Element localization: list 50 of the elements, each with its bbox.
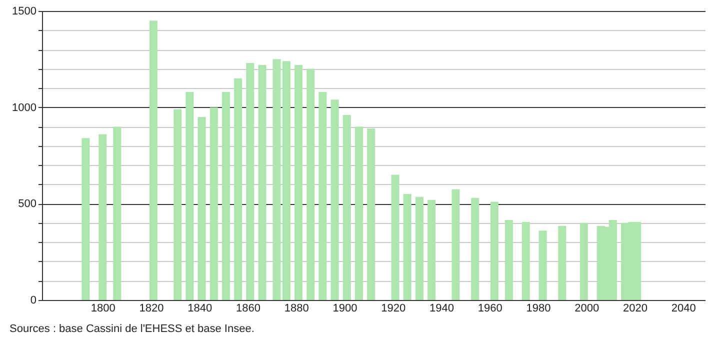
x-tick-label: 2000 (574, 302, 600, 314)
bar (403, 194, 412, 300)
bar (98, 134, 107, 300)
bar (367, 128, 376, 300)
x-tick-label: 1900 (332, 302, 358, 314)
bar (198, 116, 206, 300)
x-tick-label: 1980 (526, 302, 551, 314)
bar (246, 63, 254, 300)
bar (174, 109, 182, 300)
x-tick-label: 1960 (478, 302, 502, 314)
bar (471, 198, 480, 300)
bar (82, 138, 90, 300)
bar (234, 78, 242, 300)
bar (522, 222, 530, 300)
bar (258, 64, 266, 300)
bar (318, 92, 327, 300)
y-tick-label: 500 (18, 198, 36, 210)
x-tick-label: 1800 (90, 302, 116, 314)
bar (354, 126, 363, 300)
bar (580, 222, 588, 300)
x-tick-label: 2040 (671, 302, 696, 314)
x-tick-label: 2020 (622, 302, 648, 314)
y-tick-label: 1000 (12, 102, 36, 114)
bar (306, 68, 315, 300)
bar (391, 174, 400, 300)
bar (452, 189, 460, 300)
y-tick-label: 0 (30, 294, 36, 306)
bar (210, 107, 218, 300)
bar (294, 64, 303, 300)
bar (330, 100, 339, 300)
bar (342, 115, 351, 300)
bar (149, 20, 158, 300)
x-tick-label: 1940 (429, 302, 454, 314)
bar (415, 196, 424, 300)
y-tick-label: 1500 (12, 6, 36, 18)
x-tick-label: 1840 (188, 302, 212, 314)
x-tick-label: 1880 (284, 302, 309, 314)
x-tick-label: 1860 (236, 302, 260, 314)
bar (222, 92, 230, 300)
bar (558, 226, 566, 300)
bar (621, 222, 630, 300)
bar (538, 230, 547, 300)
bar (428, 200, 436, 300)
bar (490, 202, 498, 300)
x-tick-label: 1820 (139, 302, 164, 314)
bar (186, 92, 194, 300)
bar (504, 220, 513, 300)
bar (113, 126, 122, 300)
x-tick-label: 1920 (381, 302, 406, 314)
source-note: Sources : base Cassini de l'EHESS et base Insee. (10, 323, 254, 335)
